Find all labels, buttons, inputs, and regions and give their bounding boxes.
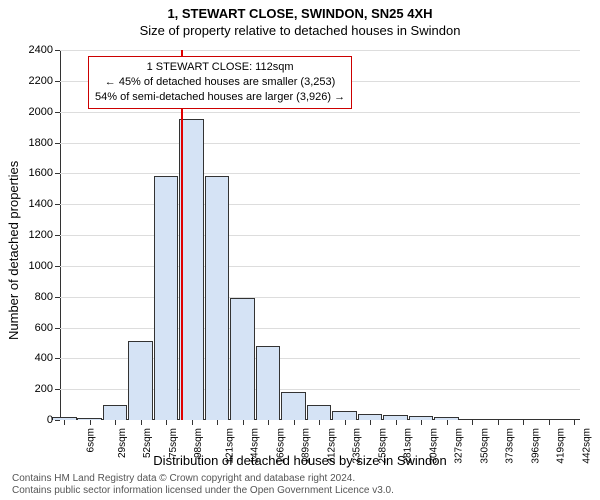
ytick-label: 2200 — [29, 75, 53, 87]
xtick-label: 121sqm — [224, 428, 235, 464]
xtick-mark — [370, 420, 371, 425]
ytick-label: 200 — [35, 383, 53, 395]
xtick-mark — [115, 420, 116, 425]
histogram-bar — [205, 176, 230, 420]
xtick-label: 442sqm — [581, 428, 592, 464]
xtick-label: 373sqm — [505, 428, 516, 464]
title-sub: Size of property relative to detached ho… — [0, 21, 600, 38]
ytick-mark — [55, 112, 60, 113]
ytick-mark — [55, 204, 60, 205]
histogram-bar — [281, 392, 306, 420]
ytick-mark — [55, 143, 60, 144]
ytick-mark — [55, 235, 60, 236]
xtick-mark — [396, 420, 397, 425]
attribution-text: Contains HM Land Registry data © Crown c… — [12, 473, 394, 497]
xtick-label: 75sqm — [168, 428, 179, 458]
callout-line-1: 1 STEWART CLOSE: 112sqm — [95, 60, 345, 75]
grid-line — [60, 204, 580, 205]
callout-box: 1 STEWART CLOSE: 112sqm ← 45% of detache… — [88, 56, 352, 109]
xtick-mark — [498, 420, 499, 425]
ytick-label: 2000 — [29, 106, 53, 118]
title-main: 1, STEWART CLOSE, SWINDON, SN25 4XH — [0, 0, 600, 21]
histogram-bar — [154, 176, 179, 420]
grid-line — [60, 112, 580, 113]
chart-area: 1 STEWART CLOSE: 112sqm ← 45% of detache… — [60, 50, 580, 420]
callout-line-3: 54% of semi-detached houses are larger (… — [95, 90, 345, 105]
xtick-label: 6sqm — [85, 428, 96, 452]
xtick-label: 29sqm — [117, 428, 128, 458]
ytick-label: 1000 — [29, 260, 53, 272]
histogram-bar — [230, 298, 255, 420]
grid-line — [60, 297, 580, 298]
ytick-mark — [55, 420, 60, 421]
xtick-mark — [294, 420, 295, 425]
xtick-mark — [345, 420, 346, 425]
histogram-bar — [256, 346, 281, 420]
xtick-label: 327sqm — [454, 428, 465, 464]
xtick-mark — [192, 420, 193, 425]
grid-line — [60, 266, 580, 267]
xtick-label: 144sqm — [250, 428, 261, 464]
ytick-mark — [55, 50, 60, 51]
ytick-label: 1600 — [29, 167, 53, 179]
xtick-mark — [319, 420, 320, 425]
ytick-mark — [55, 358, 60, 359]
xtick-label: 98sqm — [193, 428, 204, 458]
ytick-mark — [55, 328, 60, 329]
xtick-mark — [421, 420, 422, 425]
xtick-mark — [523, 420, 524, 425]
xtick-label: 189sqm — [301, 428, 312, 464]
ytick-mark — [55, 173, 60, 174]
xtick-mark — [64, 420, 65, 425]
histogram-bar — [103, 405, 128, 420]
ytick-mark — [55, 81, 60, 82]
y-axis-label: Number of detached properties — [6, 161, 21, 340]
grid-line — [60, 235, 580, 236]
histogram-bar — [128, 341, 153, 420]
xtick-label: 396sqm — [530, 428, 541, 464]
histogram-bar — [332, 411, 357, 420]
xtick-mark — [549, 420, 550, 425]
xtick-label: 235sqm — [352, 428, 363, 464]
ytick-label: 2400 — [29, 44, 53, 56]
xtick-label: 258sqm — [377, 428, 388, 464]
grid-line — [60, 173, 580, 174]
grid-line — [60, 50, 580, 51]
ytick-label: 1200 — [29, 229, 53, 241]
xtick-mark — [217, 420, 218, 425]
ytick-mark — [55, 266, 60, 267]
attribution-line-2: Contains public sector information licen… — [12, 485, 394, 497]
attribution-line-1: Contains HM Land Registry data © Crown c… — [12, 473, 394, 485]
callout-line-2: ← 45% of detached houses are smaller (3,… — [95, 75, 345, 90]
xtick-mark — [141, 420, 142, 425]
histogram-bar — [307, 405, 332, 420]
ytick-label: 600 — [35, 322, 53, 334]
xtick-mark — [472, 420, 473, 425]
xtick-label: 212sqm — [326, 428, 337, 464]
grid-line — [60, 328, 580, 329]
xtick-label: 419sqm — [556, 428, 567, 464]
xtick-label: 304sqm — [428, 428, 439, 464]
ytick-label: 400 — [35, 352, 53, 364]
grid-line — [60, 143, 580, 144]
xtick-mark — [268, 420, 269, 425]
xtick-mark — [574, 420, 575, 425]
ytick-label: 800 — [35, 291, 53, 303]
xtick-mark — [166, 420, 167, 425]
ytick-mark — [55, 297, 60, 298]
xtick-label: 52sqm — [142, 428, 153, 458]
xtick-label: 281sqm — [403, 428, 414, 464]
ytick-label: 0 — [47, 414, 53, 426]
ytick-label: 1800 — [29, 137, 53, 149]
xtick-mark — [447, 420, 448, 425]
ytick-mark — [55, 389, 60, 390]
xtick-label: 166sqm — [275, 428, 286, 464]
xtick-label: 350sqm — [479, 428, 490, 464]
ytick-label: 1400 — [29, 198, 53, 210]
xtick-mark — [243, 420, 244, 425]
xtick-mark — [90, 420, 91, 425]
